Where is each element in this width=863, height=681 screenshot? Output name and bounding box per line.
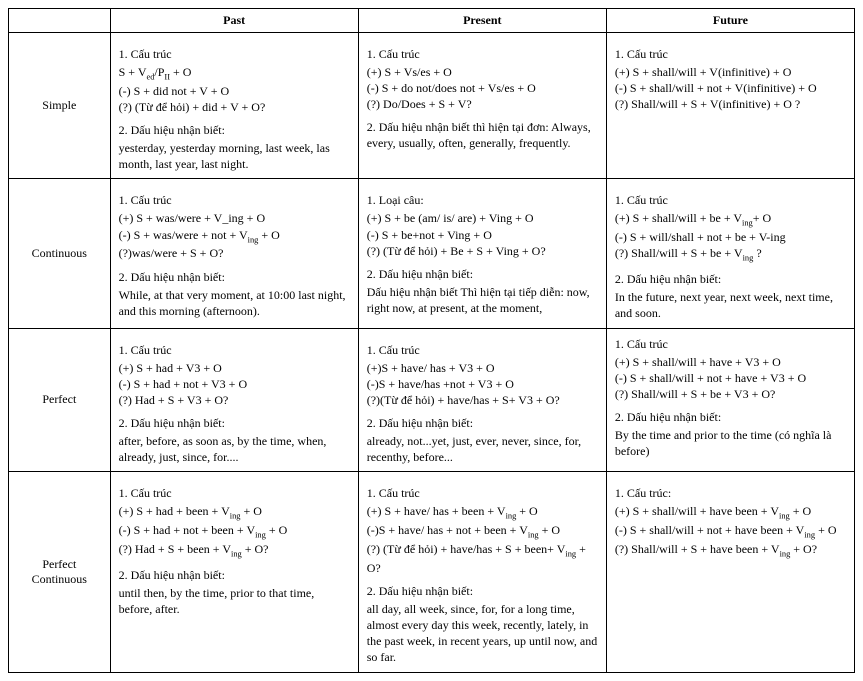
cell-continuous-future: 1. Cấu trúc (+) S + shall/will + be + Vi…: [606, 179, 854, 328]
formula-line: (-) S + had + not + been + Ving + O: [119, 522, 350, 541]
cell-perfcont-future: 1. Cấu trúc: (+) S + shall/will + have b…: [606, 472, 854, 672]
row-continuous: Continuous 1. Cấu trúc (+) S + was/were …: [9, 179, 855, 328]
tense-table: Past Present Future Simple 1. Cấu trúc S…: [8, 8, 855, 673]
section-title: 1. Cấu trúc: [119, 343, 350, 358]
signal-words: yesterday, yesterday morning, last week,…: [119, 140, 350, 172]
row-label-perfect-continuous: Perfect Continuous: [9, 472, 111, 672]
section-title: 1. Cấu trúc: [367, 343, 598, 358]
header-past: Past: [110, 9, 358, 33]
formula-line: (+) S + shall/will + be + Ving+ O: [615, 210, 846, 229]
cell-perfcont-past: 1. Cấu trúc (+) S + had + been + Ving + …: [110, 472, 358, 672]
signal-words: after, before, as soon as, by the time, …: [119, 433, 350, 465]
cell-simple-past: 1. Cấu trúc S + Ved/PII + O (-) S + did …: [110, 33, 358, 179]
formula-line: (+) S + shall/will + have been + Ving + …: [615, 503, 846, 522]
formula-line: (?)was/were + S + O?: [119, 245, 350, 261]
formula-line: (+)S + have/ has + V3 + O: [367, 360, 598, 376]
formula-line: (?)(Từ để hỏi) + have/has + S+ V3 + O?: [367, 392, 598, 408]
header-present: Present: [358, 9, 606, 33]
formula-line: (+) S + shall/will + V(infinitive) + O: [615, 64, 846, 80]
cell-continuous-present: 1. Loại câu: (+) S + be (am/ is/ are) + …: [358, 179, 606, 328]
section-title: 1. Cấu trúc: [119, 47, 350, 62]
cell-simple-future: 1. Cấu trúc (+) S + shall/will + V(infin…: [606, 33, 854, 179]
formula-line: (-)S + have/ has + not + been + Ving + O: [367, 522, 598, 541]
formula-line: (?) (Từ để hỏi) + have/has + S + been+ V…: [367, 541, 598, 576]
formula-line: (+) S + had + been + Ving + O: [119, 503, 350, 522]
section-title: 1. Loại câu:: [367, 193, 598, 208]
section-title: 2. Dấu hiệu nhận biết:: [615, 410, 846, 425]
cell-perfcont-present: 1. Cấu trúc (+) S + have/ has + been + V…: [358, 472, 606, 672]
section-title: 2. Dấu hiệu nhận biết:: [367, 416, 598, 431]
section-title: 1. Cấu trúc: [615, 337, 846, 352]
cell-simple-present: 1. Cấu trúc (+) S + Vs/es + O (-) S + do…: [358, 33, 606, 179]
formula-line: (?) Shall/will + S + V(infinitive) + O ?: [615, 96, 846, 112]
section-title: 2. Dấu hiệu nhận biết:: [119, 568, 350, 583]
formula-line: (-) S + did not + V + O: [119, 83, 350, 99]
signal-words: By the time and prior to the time (có ng…: [615, 427, 846, 459]
signal-words: In the future, next year, next week, nex…: [615, 289, 846, 321]
formula-line: (-) S + will/shall + not + be + V-ing: [615, 229, 846, 245]
signal-words: Dấu hiệu nhận biết Thì hiện tại tiếp diễ…: [367, 284, 598, 316]
formula-line: (?) (Từ để hỏi) + Be + S + Ving + O?: [367, 243, 598, 259]
section-title: 1. Cấu trúc: [119, 486, 350, 501]
formula-line: (?) Had + S + been + Ving + O?: [119, 541, 350, 560]
signal-words: While, at that very moment, at 10:00 las…: [119, 287, 350, 319]
header-row: Past Present Future: [9, 9, 855, 33]
signal-words: 2. Dấu hiệu nhận biết thì hiện tại đơn: …: [367, 119, 598, 151]
formula-line: (-) S + was/were + not + Ving + O: [119, 227, 350, 246]
row-simple: Simple 1. Cấu trúc S + Ved/PII + O (-) S…: [9, 33, 855, 179]
row-label-perfect: Perfect: [9, 328, 111, 472]
section-title: 2. Dấu hiệu nhận biết:: [119, 416, 350, 431]
row-perfect-continuous: Perfect Continuous 1. Cấu trúc (+) S + h…: [9, 472, 855, 672]
formula-line: (?) (Từ để hỏi) + did + V + O?: [119, 99, 350, 115]
formula-line: (?) Shall/will + S + be + Ving ?: [615, 245, 846, 264]
row-perfect: Perfect 1. Cấu trúc (+) S + had + V3 + O…: [9, 328, 855, 472]
section-title: 1. Cấu trúc: [367, 47, 598, 62]
formula-line: (-) S + shall/will + not + have been + V…: [615, 522, 846, 541]
formula-line: (+) S + was/were + V_ing + O: [119, 210, 350, 226]
cell-perfect-future: 1. Cấu trúc (+) S + shall/will + have + …: [606, 328, 854, 472]
signal-words: until then, by the time, prior to that t…: [119, 585, 350, 617]
cell-continuous-past: 1. Cấu trúc (+) S + was/were + V_ing + O…: [110, 179, 358, 328]
signal-words: all day, all week, since, for, for a lon…: [367, 601, 598, 666]
formula-line: (?) Had + S + V3 + O?: [119, 392, 350, 408]
section-title: 2. Dấu hiệu nhận biết:: [615, 272, 846, 287]
section-title: 2. Dấu hiệu nhận biết:: [119, 123, 350, 138]
formula-line: (-) S + do not/does not + Vs/es + O: [367, 80, 598, 96]
formula-line: (-) S + had + not + V3 + O: [119, 376, 350, 392]
section-title: 1. Cấu trúc: [119, 193, 350, 208]
section-title: 1. Cấu trúc: [367, 486, 598, 501]
section-title: 1. Cấu trúc:: [615, 486, 846, 501]
cell-perfect-present: 1. Cấu trúc (+)S + have/ has + V3 + O (-…: [358, 328, 606, 472]
header-blank: [9, 9, 111, 33]
row-label-simple: Simple: [9, 33, 111, 179]
row-label-continuous: Continuous: [9, 179, 111, 328]
formula-line: (+) S + Vs/es + O: [367, 64, 598, 80]
section-title: 1. Cấu trúc: [615, 47, 846, 62]
formula-line: (+) S + have/ has + been + Ving + O: [367, 503, 598, 522]
header-future: Future: [606, 9, 854, 33]
signal-words: already, not...yet, just, ever, never, s…: [367, 433, 598, 465]
formula-line: (-) S + shall/will + not + V(infinitive)…: [615, 80, 846, 96]
formula-line: S + Ved/PII + O: [119, 64, 350, 83]
formula-line: (?) Shall/will + S + have been + Ving + …: [615, 541, 846, 560]
formula-line: (?) Do/Does + S + V?: [367, 96, 598, 112]
section-title: 2. Dấu hiệu nhận biết:: [367, 267, 598, 282]
formula-line: (-) S + be+not + Ving + O: [367, 227, 598, 243]
formula-line: (-)S + have/has +not + V3 + O: [367, 376, 598, 392]
section-title: 2. Dấu hiệu nhận biết:: [367, 584, 598, 599]
section-title: 1. Cấu trúc: [615, 193, 846, 208]
formula-line: (+) S + had + V3 + O: [119, 360, 350, 376]
formula-line: (-) S + shall/will + not + have + V3 + O: [615, 370, 846, 386]
formula-line: (?) Shall/will + S + be + V3 + O?: [615, 386, 846, 402]
formula-line: (+) S + be (am/ is/ are) + Ving + O: [367, 210, 598, 226]
section-title: 2. Dấu hiệu nhận biết:: [119, 270, 350, 285]
cell-perfect-past: 1. Cấu trúc (+) S + had + V3 + O (-) S +…: [110, 328, 358, 472]
formula-line: (+) S + shall/will + have + V3 + O: [615, 354, 846, 370]
